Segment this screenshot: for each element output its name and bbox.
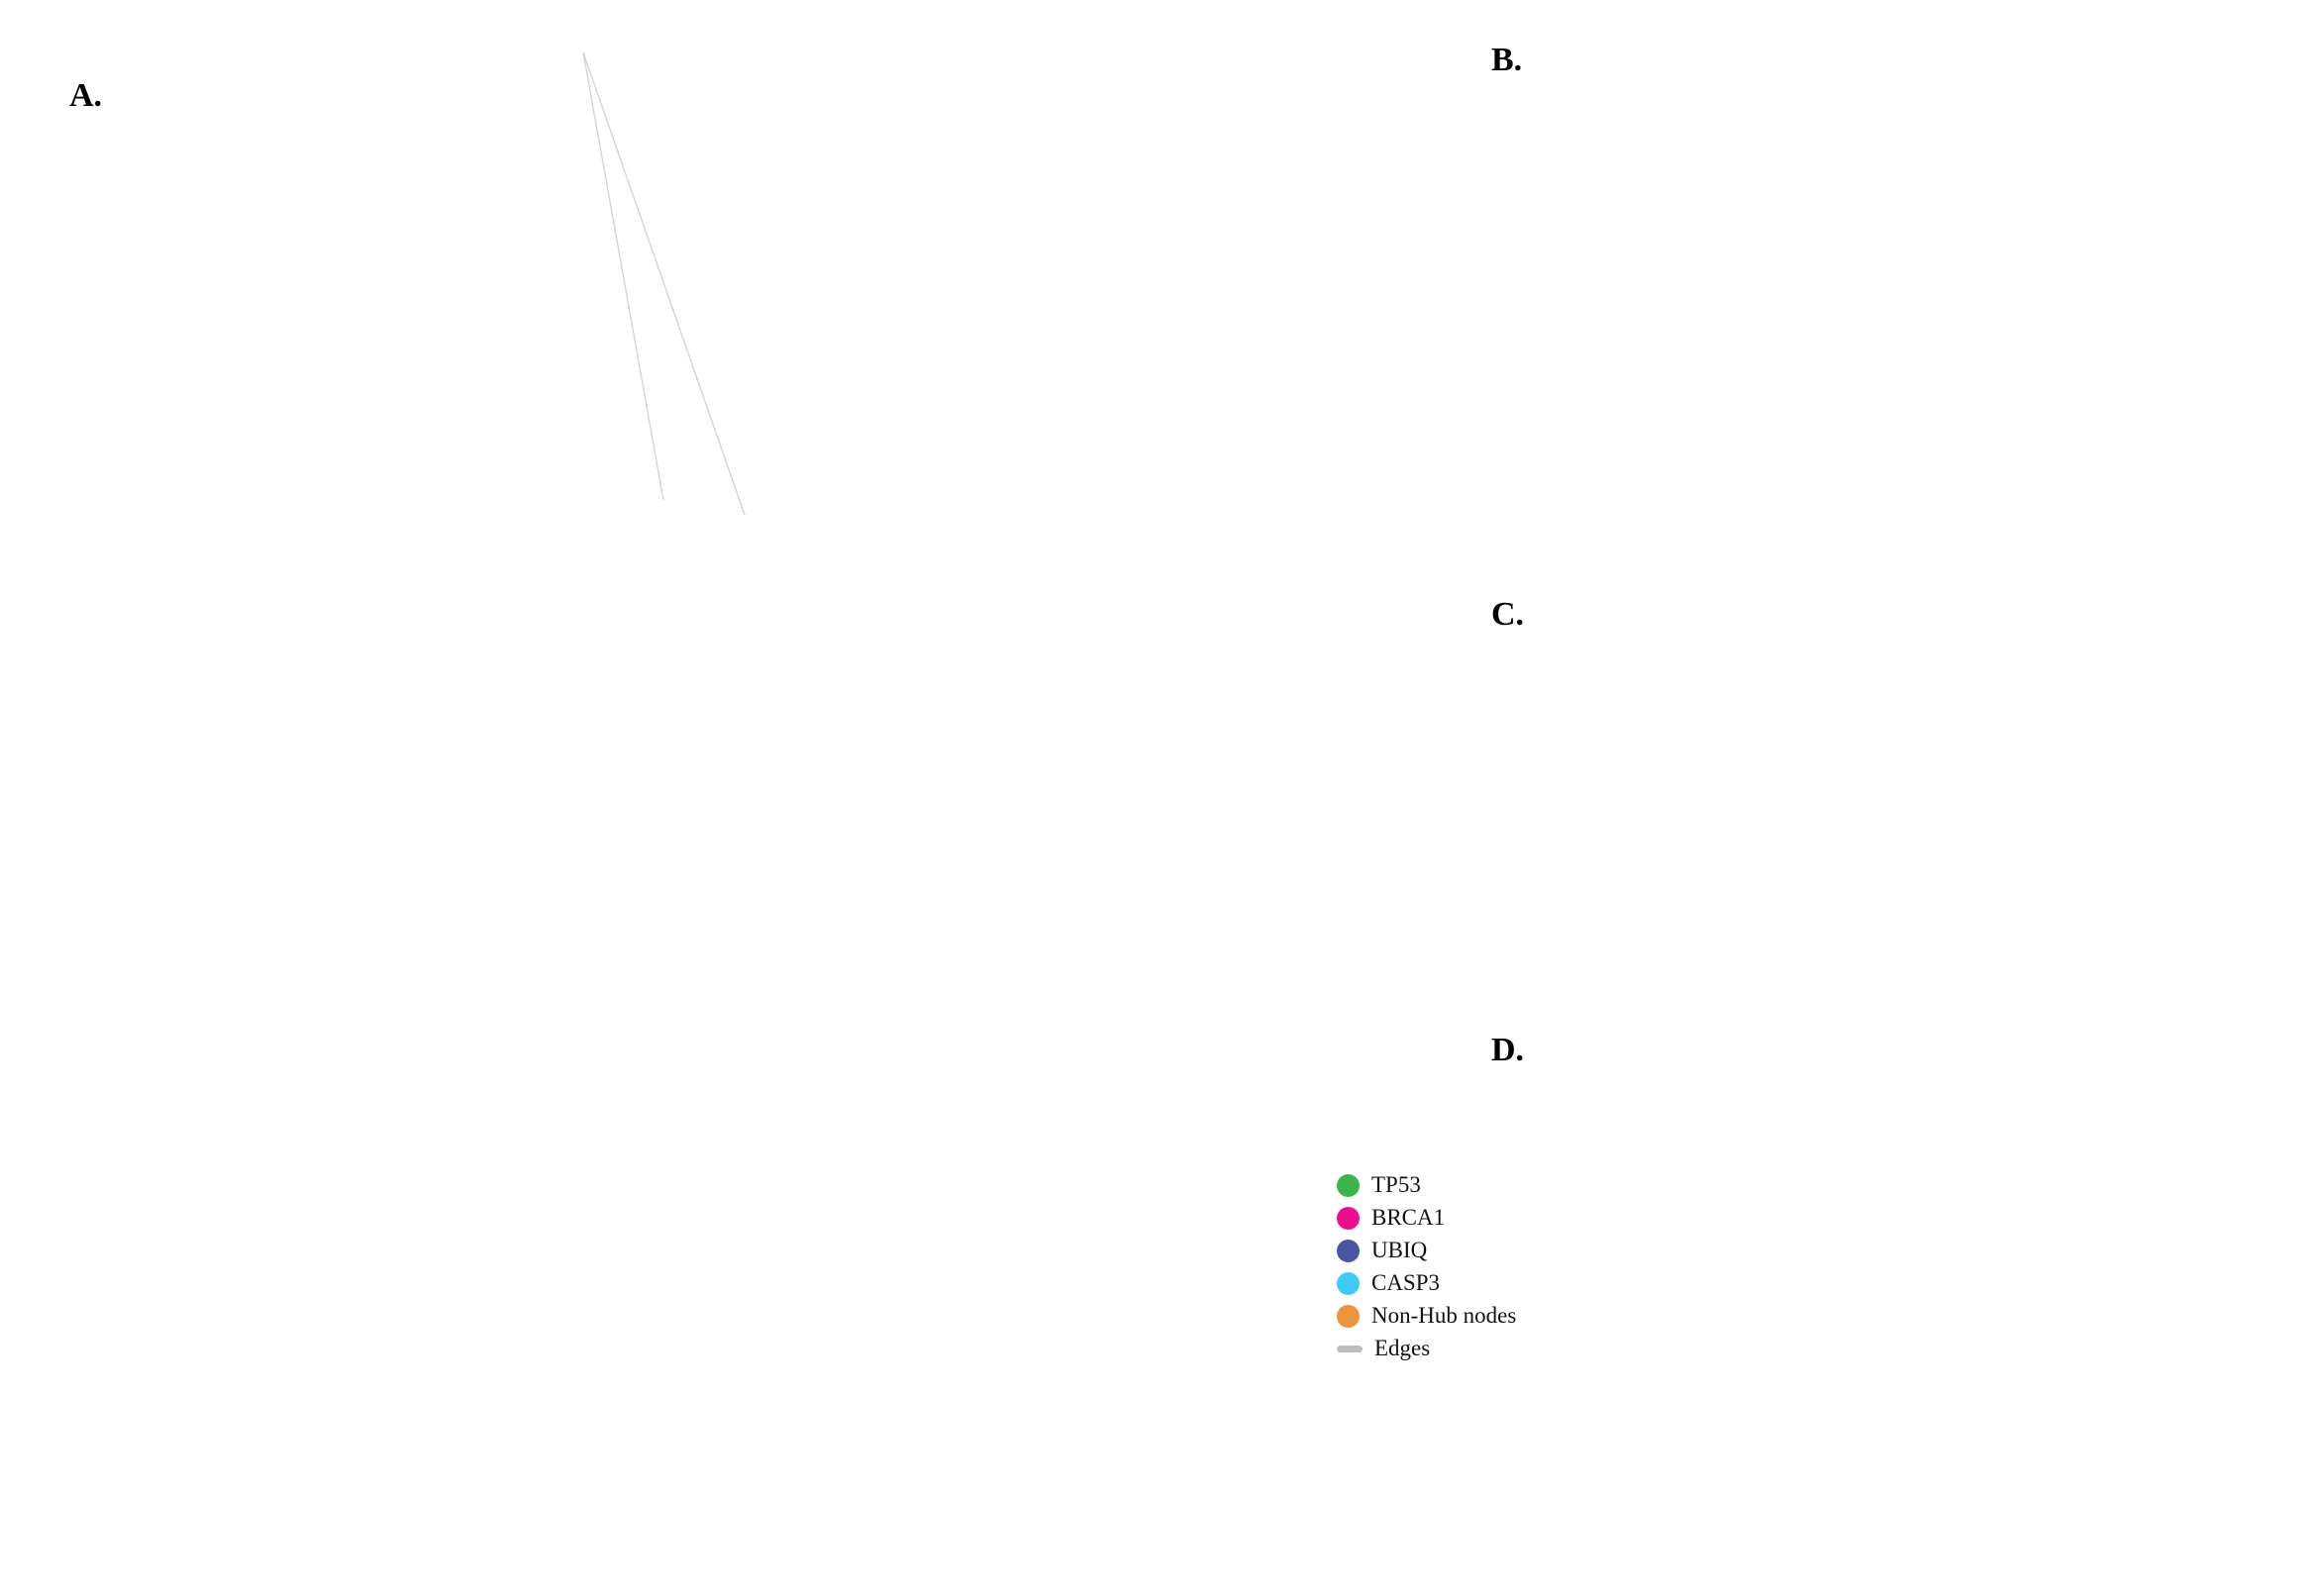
node-swatch-icon bbox=[1337, 1304, 1360, 1328]
legend-label: UBIQ bbox=[1371, 1238, 1428, 1262]
legend-label: Edges bbox=[1374, 1336, 1431, 1360]
network-edge bbox=[582, 51, 664, 501]
plots-panel bbox=[1436, 0, 2323, 1596]
legend-label: TP53 bbox=[1371, 1172, 1421, 1197]
node-swatch-icon bbox=[1337, 1239, 1360, 1262]
network-edges bbox=[582, 51, 746, 516]
node-swatch-icon bbox=[1337, 1173, 1360, 1197]
legend-item-ubiq: UBIQ bbox=[1337, 1238, 1516, 1263]
edge-swatch-icon bbox=[1337, 1345, 1363, 1352]
legend-label: CASP3 bbox=[1371, 1270, 1441, 1295]
panel-label-d: D. bbox=[1491, 1032, 1525, 1068]
legend-item-non-hub-nodes: Non-Hub nodes bbox=[1337, 1303, 1516, 1329]
legend-label: BRCA1 bbox=[1371, 1205, 1446, 1230]
panel-label-b: B. bbox=[1491, 42, 1523, 78]
legend-item-brca1: BRCA1 bbox=[1337, 1205, 1516, 1231]
legend: TP53 BRCA1 UBIQ CASP3 Non-Hub nodes Edges bbox=[1337, 1172, 1516, 1361]
node-swatch-icon bbox=[1337, 1206, 1360, 1230]
panel-label-c: C. bbox=[1491, 596, 1525, 633]
legend-item-casp3: CASP3 bbox=[1337, 1270, 1516, 1296]
legend-item-edges: Edges bbox=[1337, 1336, 1516, 1361]
network-panel bbox=[582, 51, 746, 516]
panel-label-a: A. bbox=[69, 77, 103, 114]
legend-item-tp53: TP53 bbox=[1337, 1172, 1516, 1198]
node-swatch-icon bbox=[1337, 1271, 1360, 1295]
network-edge bbox=[582, 51, 746, 516]
legend-label: Non-Hub nodes bbox=[1371, 1303, 1517, 1328]
